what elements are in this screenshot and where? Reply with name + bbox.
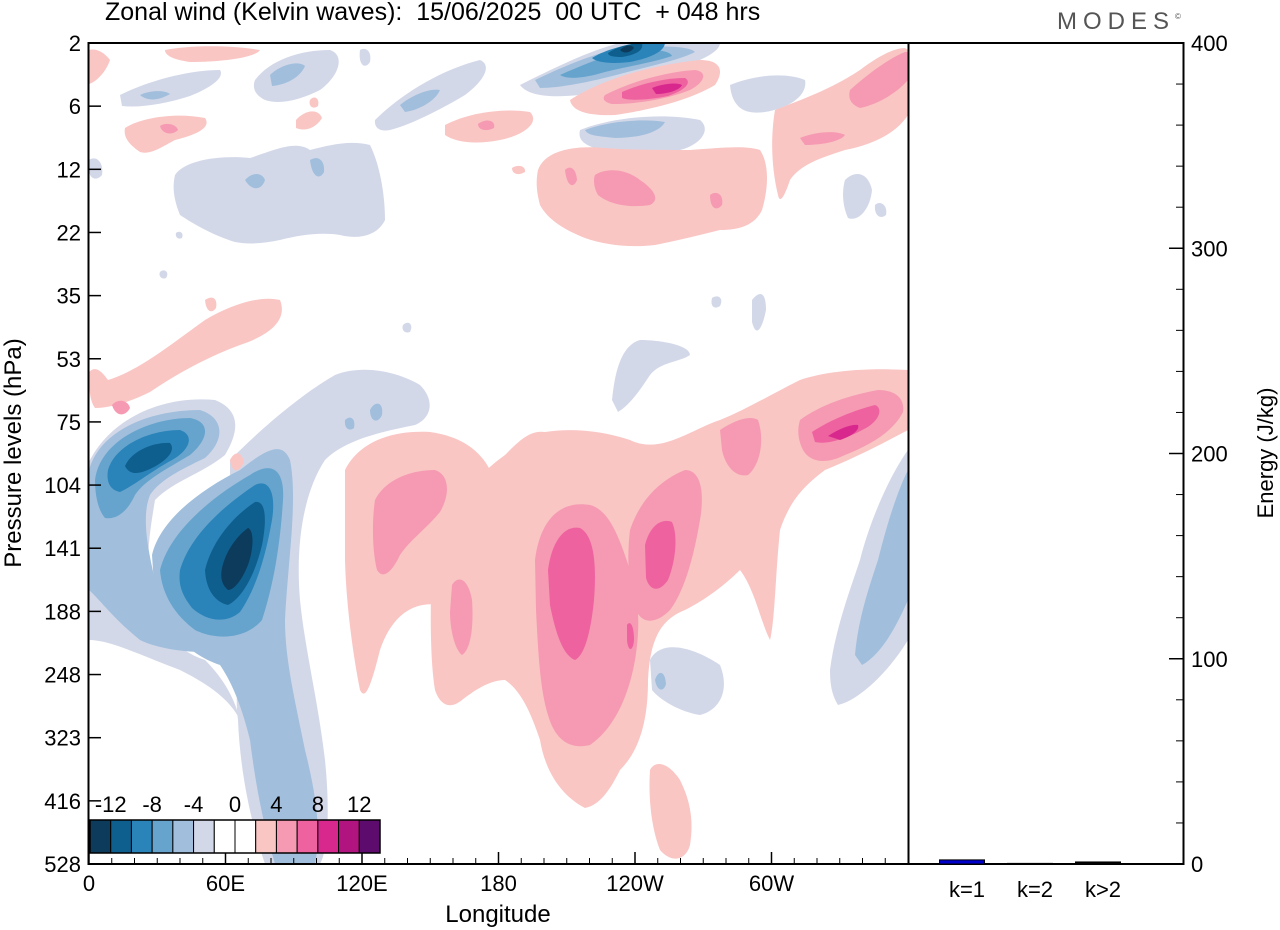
x-axis: 0 60E 120E 180 120W 60W: [83, 852, 886, 896]
colorbar-label: 0: [229, 792, 241, 817]
energy-category-label: k=2: [1017, 877, 1053, 902]
y-tick-label: 416: [44, 789, 81, 814]
x-tick-label: 120W: [606, 871, 664, 896]
x-tick-label: 60E: [206, 871, 245, 896]
y-axis-left: 2 6 12 22 35 53 75 104 141 188 248 323 416 528: [44, 31, 101, 877]
energy-bar: [939, 859, 985, 865]
energy-bar: [1007, 862, 1053, 865]
colorbar-label: 4: [270, 792, 282, 817]
colorbar-swatch: [151, 819, 174, 854]
negative-anomaly-mid: [344, 294, 766, 430]
y-tick-label: 53: [57, 347, 81, 372]
colorbar-swatch: [172, 819, 195, 854]
y-axis-label: Pressure levels (hPa): [0, 338, 27, 567]
brand-text: MODES: [1057, 8, 1176, 35]
energy-tick-label: 100: [1191, 647, 1228, 672]
colorbar: -12 -8 -4 0 4 8 12: [89, 792, 381, 854]
colorbar-swatch: [275, 819, 298, 854]
chart-title: Zonal wind (Kelvin waves): 15/06/2025 00…: [105, 0, 761, 26]
energy-tick-label: 200: [1191, 442, 1228, 467]
x-tick-label: 120E: [336, 871, 387, 896]
y-tick-label: 188: [44, 599, 81, 624]
colorbar-label: 12: [347, 792, 371, 817]
energy-bars: k=1 k=2 k>2: [939, 859, 1121, 902]
brand-logo: MODES©: [1057, 8, 1181, 36]
x-tick-label: 0: [83, 871, 95, 896]
positive-anomaly-mid-west: [89, 297, 282, 471]
y-tick-label: 22: [57, 220, 81, 245]
colorbar-frame: [89, 819, 381, 854]
y-tick-label: 248: [44, 663, 81, 688]
colorbar-swatch: [234, 819, 257, 854]
colorbar-swatch: [296, 819, 319, 854]
colorbar-label: -4: [184, 792, 204, 817]
y-tick-label: 35: [57, 284, 81, 309]
positive-anomaly-lower: [345, 369, 908, 859]
negative-anomaly-lower-west: [89, 369, 430, 864]
colorbar-swatch: [130, 819, 153, 854]
y-tick-label: 2: [69, 31, 81, 56]
energy-bar: [1075, 861, 1121, 865]
colorbar-swatch: [338, 819, 360, 854]
y-tick-label: 323: [44, 726, 81, 751]
colorbar-swatch: [317, 819, 340, 854]
upper-level-anomalies: [89, 43, 908, 279]
copyright-mark: ©: [1175, 12, 1181, 21]
colorbar-label: -8: [142, 792, 162, 817]
energy-axis-label: Energy (J/kg): [1253, 388, 1278, 519]
x-tick-label: 60W: [749, 871, 794, 896]
x-axis-label: Longitude: [445, 901, 550, 928]
y-tick-label: 75: [57, 410, 81, 435]
energy-tick-label: 400: [1191, 31, 1228, 56]
y-tick-label: 12: [57, 157, 81, 182]
y-tick-label: 528: [44, 852, 81, 877]
colorbar-swatch: [89, 819, 112, 854]
colorbar-swatch: [110, 819, 132, 854]
energy-tick-label: 0: [1191, 852, 1203, 877]
colorbar-swatch: [193, 819, 215, 854]
negative-anomaly-lower-east: [650, 450, 908, 715]
y-tick-label: 6: [69, 94, 81, 119]
colorbar-label: -12: [95, 792, 127, 817]
x-tick-label: 180: [480, 871, 517, 896]
energy-category-label: k=1: [949, 877, 985, 902]
energy-category-label: k>2: [1085, 877, 1121, 902]
y-tick-label: 104: [44, 473, 81, 498]
colorbar-swatch: [255, 819, 277, 854]
energy-tick-label: 300: [1191, 236, 1228, 261]
colorbar-swatch: [213, 819, 236, 854]
heatmap-field: [89, 43, 908, 864]
colorbar-label: 8: [312, 792, 324, 817]
y-tick-label: 141: [44, 536, 81, 561]
colorbar-swatch: [358, 819, 381, 854]
energy-frame: [907, 42, 1185, 865]
y-axis-right: 0 100 200 300 400: [1169, 31, 1228, 877]
